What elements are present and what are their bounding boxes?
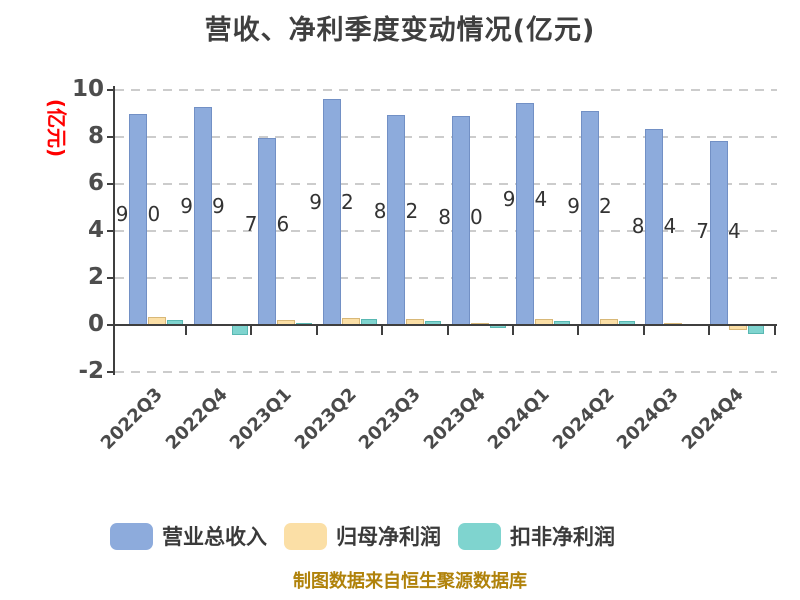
legend: 营业总收入 归母净利润 扣非净利润 <box>110 521 615 551</box>
gridline <box>115 136 777 138</box>
bar-营业总收入 <box>580 110 599 325</box>
bar-营业总收入 <box>645 129 663 325</box>
x-tick-mark <box>708 326 711 335</box>
y-tick-label: 0 <box>87 311 104 337</box>
legend-label: 扣非净利润 <box>510 525 615 549</box>
x-tick-label: 2024Q1 <box>483 384 554 454</box>
y-tick-label: 4 <box>87 217 104 243</box>
bar-营业总收入 <box>387 115 405 325</box>
x-tick-mark <box>642 326 645 335</box>
chart-title: 营收、净利季度变动情况(亿元) <box>204 15 596 46</box>
y-axis <box>113 86 115 375</box>
legend-item-归母净利润: 归母净利润 <box>284 521 441 551</box>
footer-note: 制图数据来自恒生聚源数据库 <box>293 571 527 592</box>
x-tick-label: 2023Q3 <box>354 384 425 454</box>
x-tick-mark <box>315 326 318 335</box>
legend-item-营业总收入: 营业总收入 <box>110 521 267 551</box>
legend-item-扣非净利润: 扣非净利润 <box>458 521 615 551</box>
x-tick-label: 2022Q4 <box>161 384 232 454</box>
bar-营业总收入 <box>193 106 212 325</box>
x-tick-mark <box>577 326 580 335</box>
y-tick-mark <box>107 136 115 138</box>
legend-label: 营业总收入 <box>162 525 267 549</box>
y-tick-label: -2 <box>78 358 104 384</box>
x-tick-mark <box>446 326 449 335</box>
x-tick-mark <box>381 326 384 335</box>
x-tick-mark <box>185 326 187 335</box>
x-tick-label: 2023Q4 <box>419 384 490 454</box>
legend-swatch <box>284 522 327 550</box>
y-tick-mark <box>107 277 115 279</box>
x-tick-label: 2024Q3 <box>612 384 683 454</box>
legend-swatch <box>458 522 501 550</box>
x-tick-label: 2023Q1 <box>225 384 296 454</box>
bar-营业总收入 <box>516 103 534 325</box>
y-tick-mark <box>107 183 115 185</box>
bar-扣非净利润 <box>747 325 764 335</box>
x-tick-label: 2024Q2 <box>548 384 619 454</box>
x-tick-label: 2024Q4 <box>677 384 748 454</box>
bar-营业总收入 <box>451 115 470 325</box>
y-tick-label: 2 <box>87 264 104 290</box>
gridline <box>115 89 777 91</box>
x-tick-mark <box>773 326 776 335</box>
gridline <box>115 183 777 185</box>
y-tick-label: 10 <box>71 76 104 102</box>
bar-营业总收入 <box>129 113 147 325</box>
bar-营业总收入 <box>322 98 341 325</box>
x-tick-label: 2022Q3 <box>96 384 167 454</box>
gridline <box>115 277 777 279</box>
x-tick-mark <box>512 326 514 335</box>
y-tick-mark <box>107 230 115 232</box>
bar-营业总收入 <box>709 140 728 325</box>
y-tick-mark <box>107 89 115 91</box>
y-tick-label: 6 <box>87 170 104 196</box>
y-tick-mark <box>107 324 115 326</box>
bar-扣非净利润 <box>231 325 248 335</box>
x-tick-label: 2023Q2 <box>290 384 361 454</box>
x-axis <box>113 324 777 326</box>
y-tick-label: 8 <box>87 123 104 149</box>
bar-营业总收入 <box>258 137 276 325</box>
y-tick-mark <box>107 371 115 373</box>
legend-label: 归母净利润 <box>336 525 441 549</box>
gridline <box>115 230 777 232</box>
legend-swatch <box>110 522 153 550</box>
gridline <box>115 371 777 373</box>
x-tick-mark <box>250 326 253 335</box>
